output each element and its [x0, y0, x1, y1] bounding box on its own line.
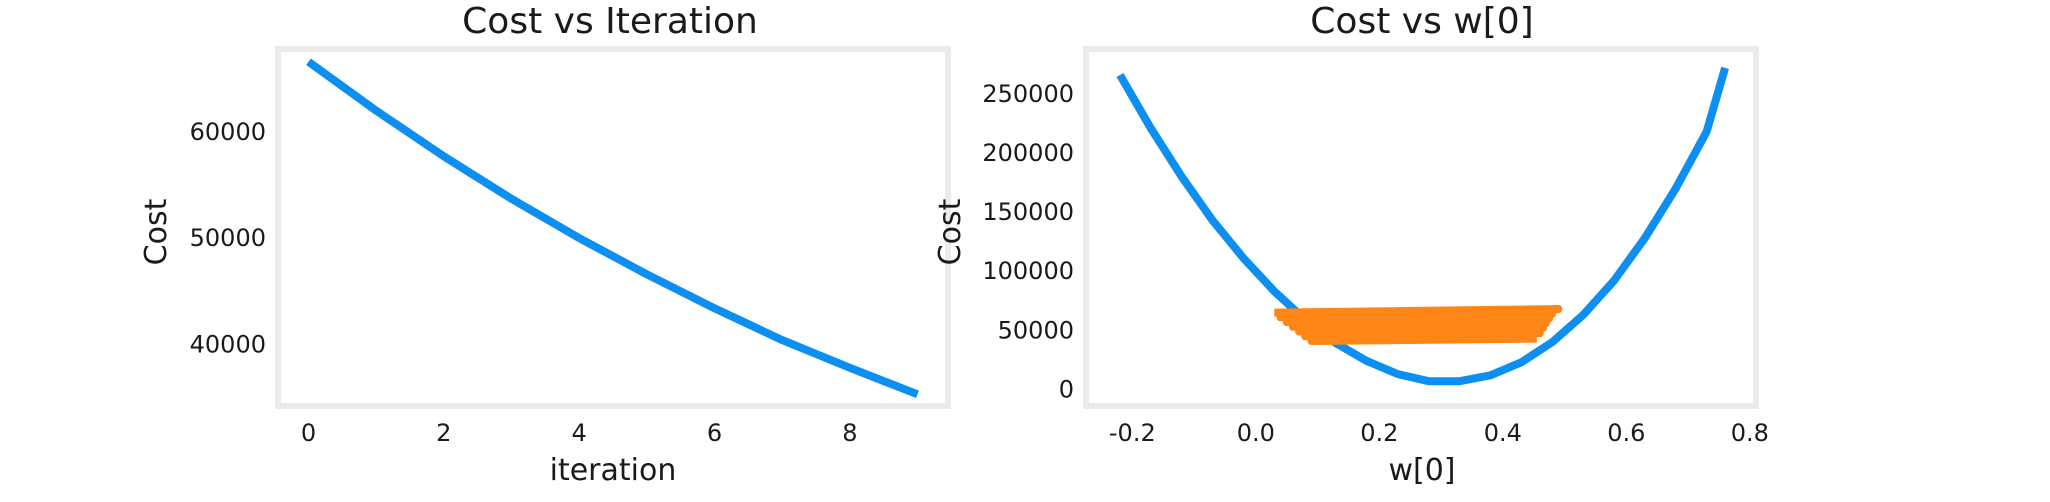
y-axis-label: Cost	[933, 198, 968, 265]
x-tick-label: 0.6	[1607, 419, 1645, 447]
y-tick-label: 0	[1059, 375, 1074, 403]
series-line-2	[1274, 305, 1563, 345]
series-lines	[306, 58, 919, 399]
tick-labels: -0.2 0.0 0.2 0.4 0.6 0.8 0 50000 100000 150000 200…	[982, 80, 1769, 447]
tick-labels: 0 2 4 6 8 40000 50000 60000	[190, 118, 858, 447]
y-tick-label: 50000	[998, 316, 1074, 344]
chart-title: Cost vs w[0]	[1310, 1, 1533, 42]
x-tick-label: 6	[707, 419, 722, 447]
plot-frame	[1083, 46, 1759, 409]
x-tick-label: 0	[301, 419, 316, 447]
x-tick-label: 0.4	[1484, 419, 1522, 447]
x-tick-label: 4	[572, 419, 587, 447]
y-tick-label: 150000	[982, 198, 1074, 226]
x-tick-label: 0.8	[1731, 419, 1769, 447]
x-tick-label: 2	[436, 419, 451, 447]
series-line-1	[1116, 66, 1729, 386]
y-axis-label: Cost	[139, 198, 174, 265]
x-axis-label: w[0]	[1388, 453, 1455, 488]
x-tick-label: 8	[842, 419, 857, 447]
y-tick-label: 50000	[190, 224, 266, 252]
x-tick-label: -0.2	[1109, 419, 1156, 447]
series-lines	[1116, 66, 1729, 386]
y-tick-label: 250000	[982, 80, 1074, 108]
y-tick-label: 200000	[982, 139, 1074, 167]
y-tick-label: 60000	[190, 118, 266, 146]
subplot-cost-vs-iteration: Cost vs Iteration 0 2 4 6 8 40000 50000 60000 i…	[139, 1, 951, 488]
series-line-1	[306, 58, 919, 399]
y-tick-label: 100000	[982, 257, 1074, 285]
x-tick-label: 0.0	[1237, 419, 1275, 447]
plot-frame	[275, 46, 951, 409]
chart-title: Cost vs Iteration	[462, 1, 758, 42]
x-tick-label: 0.2	[1360, 419, 1398, 447]
x-axis-label: iteration	[550, 453, 677, 488]
y-tick-label: 40000	[190, 330, 266, 358]
subplot-cost-vs-w0: Cost vs w[0] -0.2 0.0 0.2 0.4 0.6 0.8 0 50000 10…	[933, 1, 1769, 488]
